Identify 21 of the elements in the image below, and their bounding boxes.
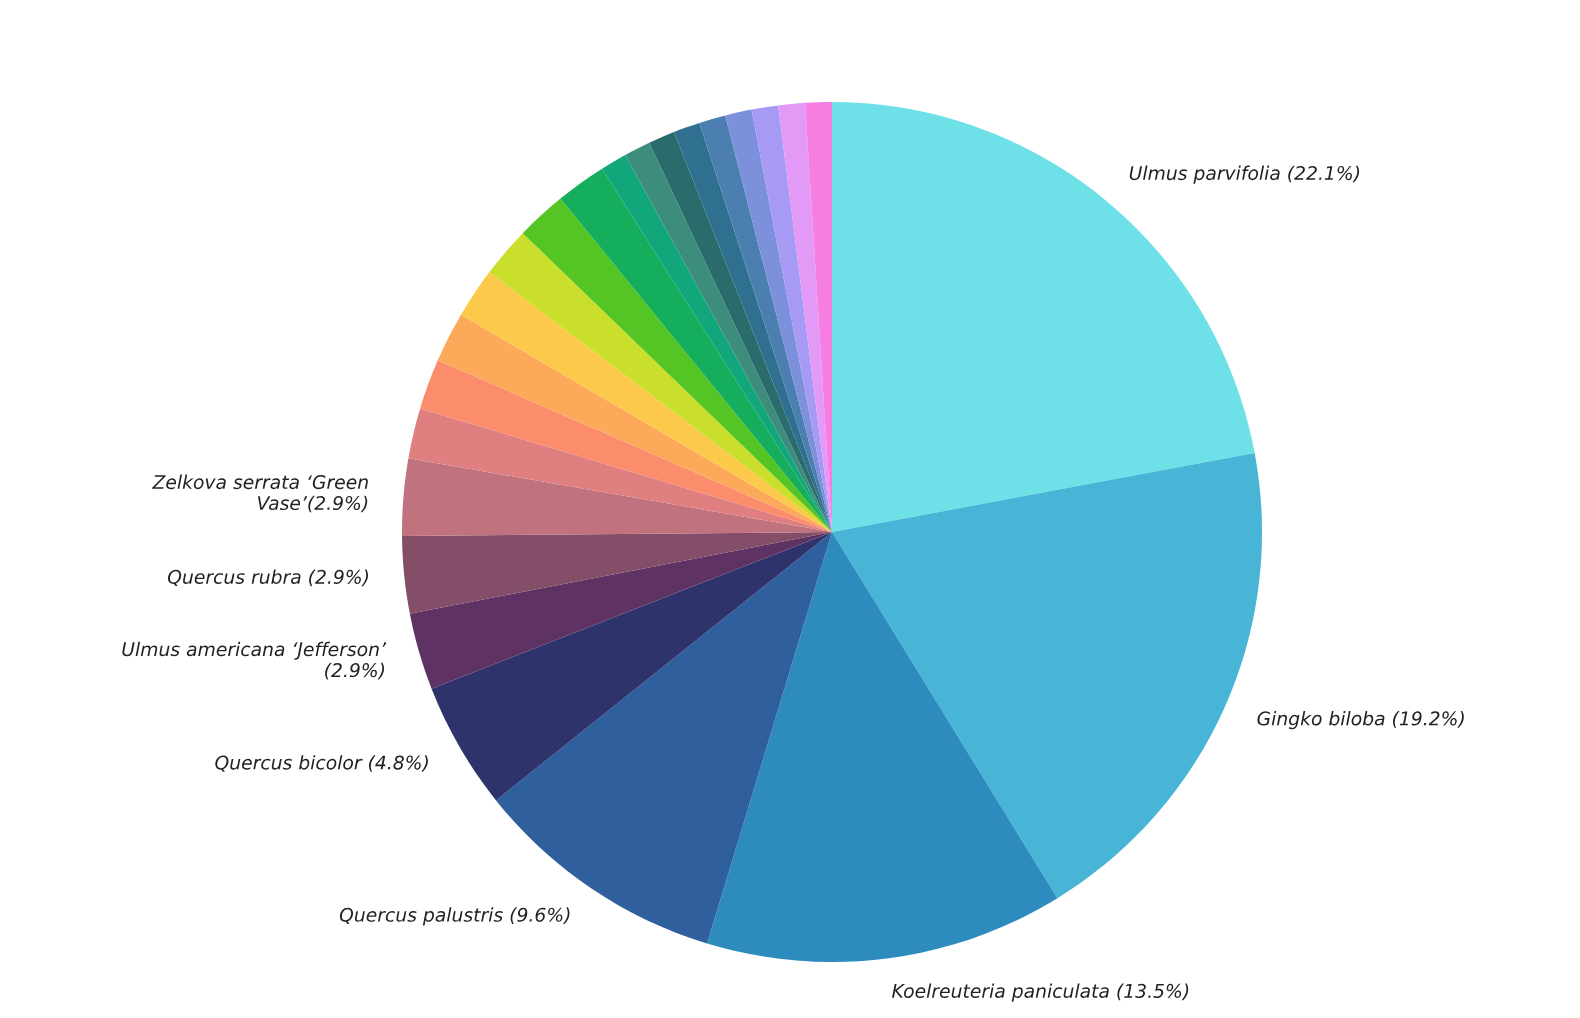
pie-slice [725,109,832,532]
pie-slice [751,105,832,532]
pie-slice [460,272,832,532]
slice-label: Ulmus parvifolia (22.1%) [1129,165,1360,184]
slice-label: Quercus rubra (2.9%) [167,569,369,587]
pie-slice [409,532,832,689]
slice-label: Quercus bicolor (4.8%) [215,755,428,772]
slice-label: Koelreuteria paniculata (13.5%) [892,983,1189,1002]
slice-label: Gingko biloba (19.2%) [1257,711,1464,730]
pie-slice [674,122,832,532]
slice-label: Ulmus americana ‘Jefferson’ (2.9%) [122,641,387,680]
pie-slice [431,532,832,801]
pie-slice [402,458,832,537]
pie-slice [420,360,832,532]
slice-label: Quercus palustris (9.6%) [339,907,570,926]
pie-slice [560,168,832,532]
pie-slice [408,408,832,532]
pie-slice [402,532,832,614]
pie-slice [522,198,832,532]
slice-label: Zelkova serrata ‘Green Vase’(2.9%) [152,474,368,513]
pie-slice [707,532,1058,962]
